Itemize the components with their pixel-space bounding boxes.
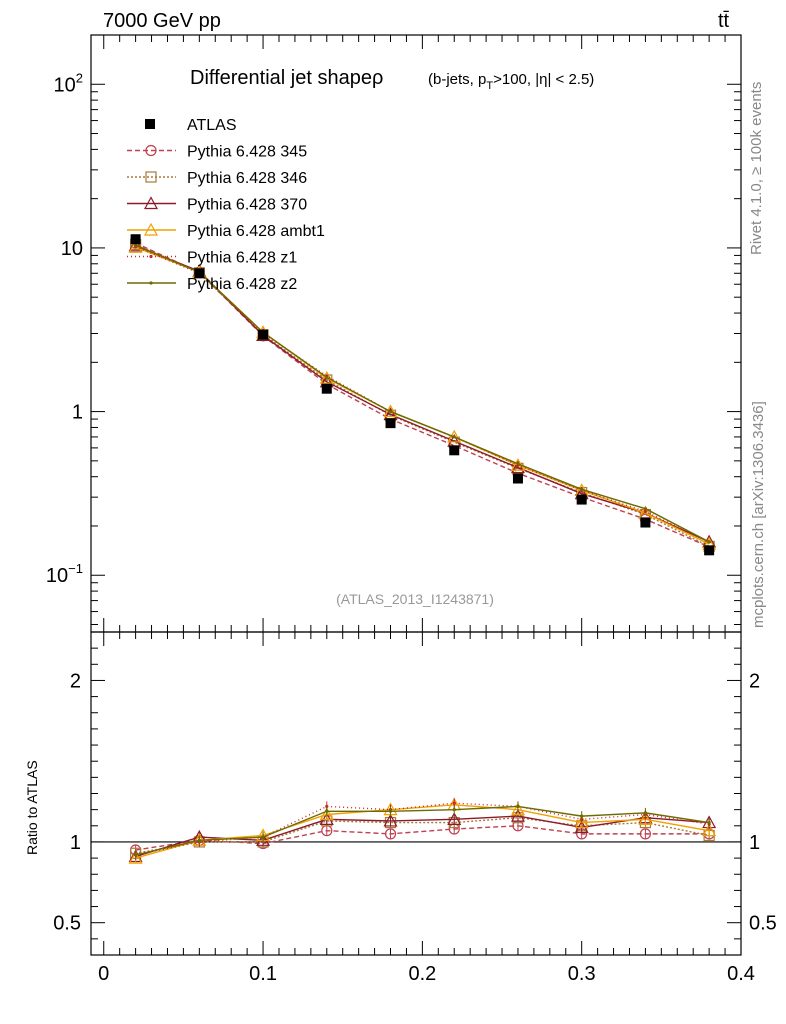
ratio-point-2 <box>256 833 271 846</box>
series-point-3 <box>383 404 398 418</box>
y-tick-label-ratio-right: 0.5 <box>749 913 777 935</box>
ratio-point-3 <box>638 812 653 825</box>
x-tick-label: 0.2 <box>408 963 436 985</box>
legend-label-5: Pythia 6.428 z2 <box>187 276 297 293</box>
series-point-5 <box>516 462 520 466</box>
series-point-5 <box>388 409 393 414</box>
legend-label-1: Pythia 6.428 346 <box>187 170 307 187</box>
main-ticks: 10−1 1 10 102 <box>46 34 742 632</box>
x-tick-label: 0 <box>98 963 109 985</box>
rivet-label: Rivet 4.1.0, ≥ 100k events <box>748 82 765 255</box>
ratio-point-3 <box>702 823 717 837</box>
y-tick-label-main: 10−1 <box>46 561 83 587</box>
ratio-point-5 <box>134 853 138 857</box>
ratio-point-2 <box>574 820 589 834</box>
energy-label: 7000 GeV pp <box>103 10 221 32</box>
legend-marker-atlas <box>145 119 155 129</box>
series-point-5 <box>643 507 648 511</box>
ratio-ticks: 0.5 0.5 1 1 2 2 <box>53 631 777 956</box>
atlas-data-point <box>640 517 651 528</box>
series-point-5 <box>452 435 456 439</box>
ratio-line-2 <box>135 815 710 858</box>
ratio-point-2 <box>383 813 398 827</box>
atlas-data-point <box>258 329 269 340</box>
ratio-point-5 <box>452 808 456 812</box>
chart-title: Differential jet shapeρ <box>190 67 383 89</box>
y-tick-label-ratio-right: 1 <box>749 832 760 854</box>
ratio-point-0 <box>639 828 652 840</box>
y-tick-label-main: 10 <box>61 238 83 260</box>
atlas-data-point <box>576 494 587 505</box>
ratio-line-3 <box>135 804 710 859</box>
legend-marker-3 <box>143 222 159 236</box>
atlas-data-point <box>704 545 715 556</box>
legend-label-0: Pythia 6.428 345 <box>187 144 307 161</box>
ratio-point-5 <box>643 811 648 815</box>
legend-marker-1 <box>145 171 157 183</box>
legend-marker-2 <box>143 196 159 210</box>
y-tick-label-ratio-left: 1 <box>70 832 81 854</box>
series-point-5 <box>707 540 711 544</box>
ratio-point-3 <box>510 802 525 816</box>
series-point-5 <box>134 243 138 247</box>
y-tick-label-main: 1 <box>72 402 83 424</box>
ratio-point-5 <box>325 809 329 813</box>
ratio-point-2 <box>510 808 525 822</box>
ratio-point-5 <box>516 804 520 809</box>
atlas-data-point <box>512 473 523 484</box>
legend: ATLAS Pythia 6.428 345 Pythia 6.428 346 Pyt… <box>127 117 325 293</box>
legend-marker-0 <box>145 144 157 157</box>
ratio-point-5 <box>388 809 393 813</box>
ratio-point-3 <box>319 807 334 821</box>
y-tick-label-ratio-left: 0.5 <box>53 913 81 935</box>
series-point-2 <box>128 238 143 252</box>
ratio-ylabel: Ratio to ATLAS <box>24 760 40 855</box>
legend-label-2: Pythia 6.428 370 <box>187 197 307 214</box>
ratio-point-2 <box>319 812 334 825</box>
process-label: tt̄ <box>718 10 730 32</box>
analysis-id: (ATLAS_2013_I1243871) <box>336 591 494 607</box>
atlas-data-point <box>321 383 332 394</box>
ratio-line-1 <box>135 817 710 854</box>
atlas-data-point <box>130 234 141 245</box>
ratio-point-3 <box>128 850 143 864</box>
ratio-point-4 <box>452 801 456 805</box>
ratio-line-5 <box>135 805 710 856</box>
ratio-series <box>128 797 717 864</box>
series-point-5 <box>580 487 584 491</box>
ratio-point-2 <box>447 812 462 825</box>
atlas-data-point <box>194 268 205 279</box>
y-tick-label-ratio-left: 2 <box>70 670 81 692</box>
atlas-data <box>130 234 715 556</box>
x-tick-labels: 0 0.1 0.2 0.3 0.4 <box>98 963 755 985</box>
legend-marker-5 <box>149 281 153 285</box>
legend-label-3: Pythia 6.428 ambt1 <box>187 223 325 240</box>
ratio-line-4 <box>135 802 710 856</box>
ratio-point-5 <box>580 814 584 818</box>
mcplots-label: mcplots.cern.ch [arXiv:1306.3436] <box>750 401 767 628</box>
series-point-5 <box>325 375 329 379</box>
legend-label-atlas: ATLAS <box>187 117 237 134</box>
ratio-panel: Ratio to ATLAS 0.5 0.5 1 1 2 2 <box>24 631 777 956</box>
atlas-data-point <box>385 418 396 429</box>
x-tick-label: 0.1 <box>249 963 277 985</box>
legend-marker-4 <box>149 254 153 259</box>
ratio-frame <box>90 631 742 956</box>
x-tick-label: 0.3 <box>568 963 596 985</box>
y-tick-label-ratio-right: 2 <box>749 670 760 692</box>
atlas-data-point <box>449 445 460 456</box>
ratio-point-5 <box>261 835 265 839</box>
ratio-point-5 <box>707 820 711 825</box>
chart-subtitle: (b-jets, pT>100, |η| < 2.5) <box>428 71 594 92</box>
main-panel: Differential jet shapeρ (b-jets, pT>100,… <box>46 34 742 633</box>
ratio-point-5 <box>197 838 201 842</box>
ratio-point-0 <box>384 828 397 840</box>
x-tick-label: 0.4 <box>727 963 755 985</box>
series-point-4 <box>643 509 648 514</box>
ratio-point-3 <box>574 815 589 829</box>
series-line-5 <box>135 244 710 543</box>
legend-label-4: Pythia 6.428 z1 <box>187 250 297 267</box>
y-tick-label-main: 102 <box>54 70 83 96</box>
